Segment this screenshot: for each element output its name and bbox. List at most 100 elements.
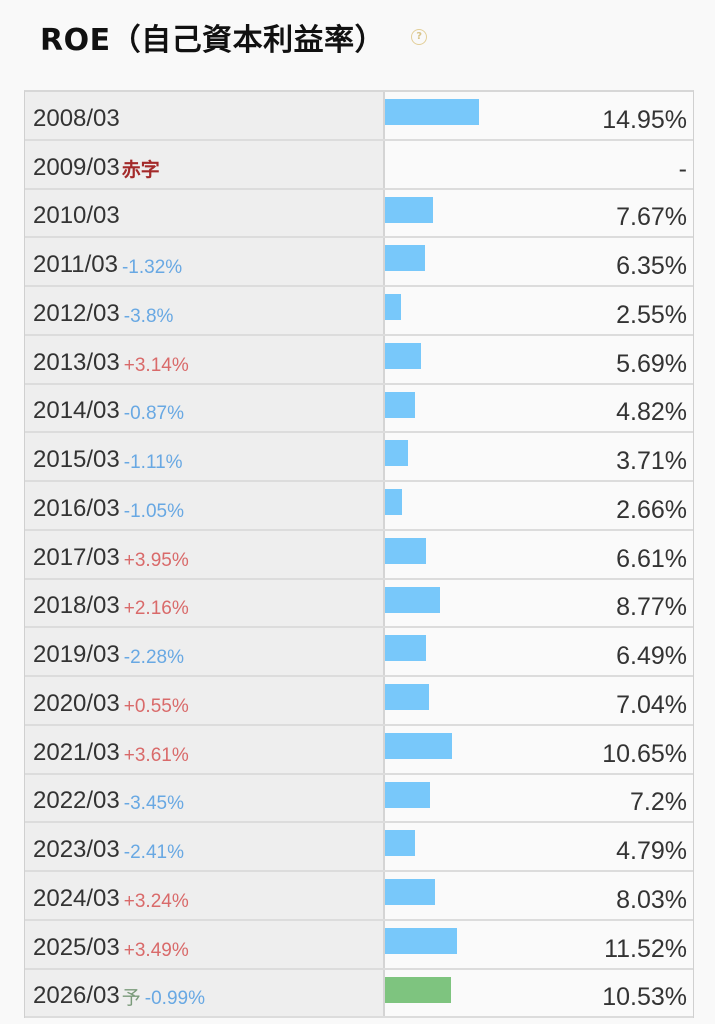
table-row: 2014/03 -0.87% 4.82%: [25, 384, 693, 434]
table-row: 2023/03 -2.41% 4.79%: [25, 823, 693, 872]
bar-cell: 7.67%: [385, 190, 693, 237]
bar-cell: 14.95%: [385, 92, 693, 139]
period-label: 2012/03: [33, 299, 120, 327]
roe-value: 11.52%: [604, 934, 687, 963]
roe-value: 4.79%: [616, 837, 687, 865]
period-label: 2014/03: [33, 397, 120, 425]
question-icon[interactable]: ?: [411, 29, 428, 45]
table-row: 2010/03 7.67%: [25, 189, 693, 239]
page-title: ROE（自己資本利益率）: [40, 23, 386, 58]
table-row: 2024/03 +3.24% 8.03%: [25, 872, 693, 921]
change-label: +3.24%: [123, 890, 189, 912]
change-label: +3.95%: [123, 549, 189, 571]
deficit-badge: 赤字: [121, 159, 160, 181]
change-label: -1.11%: [123, 452, 183, 473]
bar-cell: 8.77%: [385, 580, 693, 627]
roe-value: 7.67%: [616, 203, 687, 232]
roe-table: 2008/03 14.95% 2009/03 赤字 - 2010/03 7.67% 2011/…: [24, 90, 694, 1019]
bar-cell: 7.2%: [385, 775, 693, 822]
bar-cell: 6.49%: [385, 628, 693, 675]
period-label: 2018/03: [33, 592, 120, 620]
bar-cell: 10.65%: [385, 726, 693, 773]
roe-bar: [385, 781, 430, 808]
change-label: -1.05%: [123, 500, 184, 522]
table-row: 2026/03 予 -0.99% 10.53%: [25, 969, 693, 1019]
period-cell: 2021/03 +3.61%: [25, 725, 385, 773]
period-label: 2020/03: [33, 689, 120, 717]
period-cell: 2010/03: [25, 189, 385, 237]
change-label: -1.32%: [121, 257, 183, 278]
change-label: -2.41%: [123, 842, 184, 863]
roe-value: -: [678, 154, 687, 183]
table-row: 2016/03 -1.05% 2.66%: [25, 482, 693, 531]
change-label: +3.49%: [123, 939, 189, 961]
bar-cell: 6.61%: [385, 531, 693, 578]
roe-value: 8.77%: [616, 593, 687, 622]
period-cell: 2015/03 -1.11%: [25, 433, 385, 480]
bar-cell: 7.04%: [385, 677, 693, 724]
forecast-roe-bar: [385, 976, 451, 1003]
change-label: -0.87%: [123, 403, 184, 425]
bar-cell: 3.71%: [385, 433, 693, 480]
table-row: 2013/03 +3.14% 5.69%: [25, 335, 693, 385]
bar-cell: 8.03%: [385, 872, 693, 919]
roe-bar: [385, 489, 402, 515]
roe-value: 2.66%: [616, 495, 687, 524]
roe-bar: [385, 294, 401, 320]
period-label: 2013/03: [33, 348, 120, 376]
period-label: 2026/03: [33, 982, 120, 1010]
period-cell: 2011/03 -1.32%: [25, 238, 385, 285]
period-cell: 2024/03 +3.24%: [25, 872, 385, 919]
roe-bar: [385, 586, 440, 613]
change-label: +2.16%: [123, 598, 189, 620]
period-label: 2017/03: [33, 543, 120, 571]
period-cell: 2013/03 +3.14%: [25, 335, 385, 383]
roe-bar: [385, 196, 433, 223]
roe-value: 7.04%: [616, 690, 687, 719]
bar-cell: 6.35%: [385, 238, 693, 285]
period-cell: 2026/03 予 -0.99%: [25, 969, 385, 1017]
period-cell: 2012/03 -3.8%: [25, 287, 385, 334]
table-row: 2015/03 -1.11% 3.71%: [25, 433, 693, 482]
bar-cell: 4.82%: [385, 385, 693, 432]
roe-bar: [385, 391, 415, 418]
roe-bar: [385, 245, 425, 272]
period-label: 2021/03: [33, 738, 120, 766]
change-label: -3.45%: [123, 793, 184, 815]
roe-value: 8.03%: [616, 885, 687, 914]
roe-value: 4.82%: [616, 398, 687, 427]
table-row: 2009/03 赤字 -: [25, 140, 693, 190]
change-label: +3.61%: [123, 744, 189, 766]
table-row: 2012/03 -3.8% 2.55%: [25, 287, 693, 336]
period-cell: 2019/03 -2.28%: [25, 628, 385, 675]
period-label: 2025/03: [33, 933, 120, 961]
table-row: 2021/03 +3.61% 10.65%: [25, 725, 693, 775]
roe-bar: [385, 635, 426, 662]
bar-cell: 4.79%: [385, 823, 693, 870]
bar-cell: -: [385, 141, 693, 188]
period-label: 2015/03: [33, 446, 120, 473]
roe-value: 5.69%: [616, 349, 687, 378]
change-label: +0.55%: [123, 695, 189, 717]
roe-bar: [385, 440, 408, 467]
bar-cell: 10.53%: [385, 970, 693, 1017]
roe-bar: [385, 342, 421, 369]
period-cell: 2020/03 +0.55%: [25, 677, 385, 724]
period-label: 2009/03: [33, 153, 120, 181]
table-row: 2020/03 +0.55% 7.04%: [25, 677, 693, 726]
roe-value: 7.2%: [630, 788, 687, 817]
table-row: 2017/03 +3.95% 6.61%: [25, 530, 693, 580]
change-label: -2.28%: [123, 647, 184, 668]
change-label: -3.8%: [123, 305, 174, 327]
roe-bar: [385, 879, 435, 905]
period-cell: 2017/03 +3.95%: [25, 530, 385, 578]
roe-bar: [385, 684, 429, 710]
roe-value: 6.35%: [616, 252, 687, 280]
period-label: 2010/03: [33, 202, 120, 230]
period-cell: 2018/03 +2.16%: [25, 579, 385, 627]
period-label: 2019/03: [33, 641, 120, 668]
period-label: 2016/03: [33, 494, 120, 522]
period-cell: 2022/03 -3.45%: [25, 774, 385, 822]
roe-value: 10.53%: [602, 983, 687, 1012]
change-label: +3.14%: [123, 354, 189, 376]
